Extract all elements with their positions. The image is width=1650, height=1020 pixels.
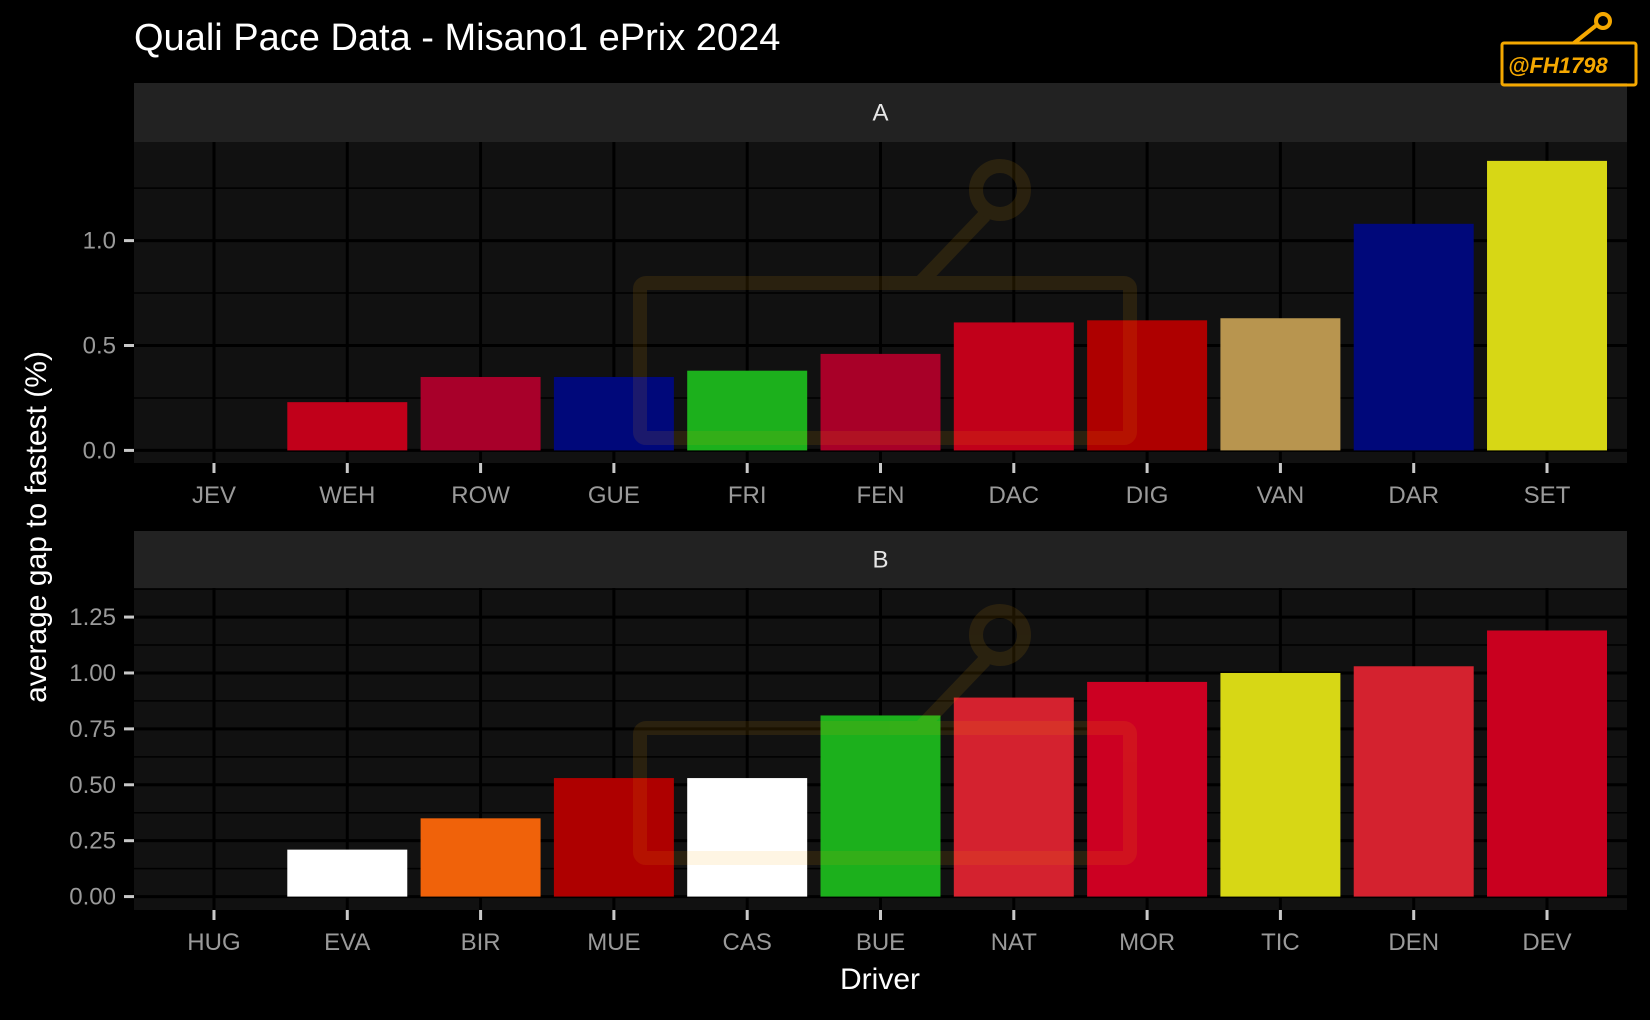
panel-a: A 0.0 0.5 1.0 JEV WEH ROW GUE FRI FEN DAC DIG VAN DAR… bbox=[83, 83, 1627, 509]
y-tick-label: 0.25 bbox=[69, 828, 116, 855]
y-axis-title: average gap to fastest (%) bbox=[20, 351, 53, 703]
x-axis-title: Driver bbox=[840, 963, 920, 996]
x-tick-label: DEN bbox=[1388, 929, 1439, 956]
bar-eva bbox=[287, 849, 408, 897]
x-tick-label: FEN bbox=[857, 482, 905, 509]
bar-dev bbox=[1487, 630, 1608, 897]
y-tick-label: 0.0 bbox=[83, 437, 116, 464]
facet-panels: A 0.0 0.5 1.0 JEV WEH ROW GUE FRI FEN DAC DIG VAN DAR… bbox=[69, 83, 1627, 956]
bar-weh bbox=[287, 402, 408, 451]
y-tick-label: 0.5 bbox=[83, 333, 116, 360]
bar-mue bbox=[553, 778, 674, 897]
panel-b: B 0.00 0.25 0.50 0.75 1.00 1.25 HUG EVA BIR MUE CAS… bbox=[69, 531, 1627, 956]
x-tick-label: CAS bbox=[723, 929, 772, 956]
x-tick-label: VAN bbox=[1257, 482, 1305, 509]
bar-set bbox=[1487, 160, 1608, 451]
bar-dac bbox=[953, 322, 1074, 451]
y-tick-label: 1.25 bbox=[69, 604, 116, 631]
bar-row bbox=[420, 376, 541, 451]
y-tick-label: 1.0 bbox=[83, 228, 116, 255]
x-tick-label: MOR bbox=[1119, 929, 1175, 956]
x-tick-label: TIC bbox=[1261, 929, 1300, 956]
x-tick-label: DAR bbox=[1388, 482, 1439, 509]
bar-cas bbox=[687, 778, 808, 897]
x-tick-label: HUG bbox=[187, 929, 240, 956]
x-tick-label: MUE bbox=[587, 929, 640, 956]
chart-title: Quali Pace Data - Misano1 ePrix 2024 bbox=[134, 17, 780, 59]
bar-nat bbox=[953, 697, 1074, 897]
bar-mor bbox=[1087, 681, 1208, 897]
x-tick-label: BUE bbox=[856, 929, 905, 956]
facet-strip-label: A bbox=[872, 100, 888, 127]
x-tick-label: FRI bbox=[728, 482, 767, 509]
x-tick-label: JEV bbox=[192, 482, 236, 509]
y-tick-label: 0.75 bbox=[69, 716, 116, 743]
bar-van bbox=[1220, 318, 1341, 451]
x-tick-label: SET bbox=[1524, 482, 1571, 509]
x-tick-label: GUE bbox=[588, 482, 640, 509]
bar-gue bbox=[553, 376, 674, 451]
x-tick-label: DIG bbox=[1126, 482, 1169, 509]
bar-tic bbox=[1220, 672, 1341, 897]
bar-fri bbox=[687, 370, 808, 451]
bar-dig bbox=[1087, 320, 1208, 451]
bar-dar bbox=[1353, 223, 1474, 451]
x-tick-label: DAC bbox=[988, 482, 1039, 509]
bar-bir bbox=[420, 818, 541, 897]
bar-bue bbox=[820, 715, 941, 897]
watermark-text: @FH1798 bbox=[1508, 53, 1608, 78]
watermark-background bbox=[633, 159, 1137, 865]
facet-strip bbox=[134, 531, 1627, 588]
y-tick-label: 1.00 bbox=[69, 660, 116, 687]
facet-strip bbox=[134, 83, 1627, 142]
watermark-logo: @FH1798 bbox=[1500, 12, 1638, 87]
y-tick-label: 0.00 bbox=[69, 884, 116, 911]
x-tick-label: NAT bbox=[991, 929, 1038, 956]
x-tick-label: EVA bbox=[324, 929, 370, 956]
bar-den bbox=[1353, 666, 1474, 897]
x-tick-label: BIR bbox=[461, 929, 501, 956]
y-tick-label: 0.50 bbox=[69, 772, 116, 799]
x-tick-label: WEH bbox=[319, 482, 375, 509]
x-tick-label: DEV bbox=[1522, 929, 1571, 956]
x-tick-label: ROW bbox=[451, 482, 510, 509]
facet-strip-label: B bbox=[872, 547, 888, 574]
bar-fen bbox=[820, 353, 941, 451]
